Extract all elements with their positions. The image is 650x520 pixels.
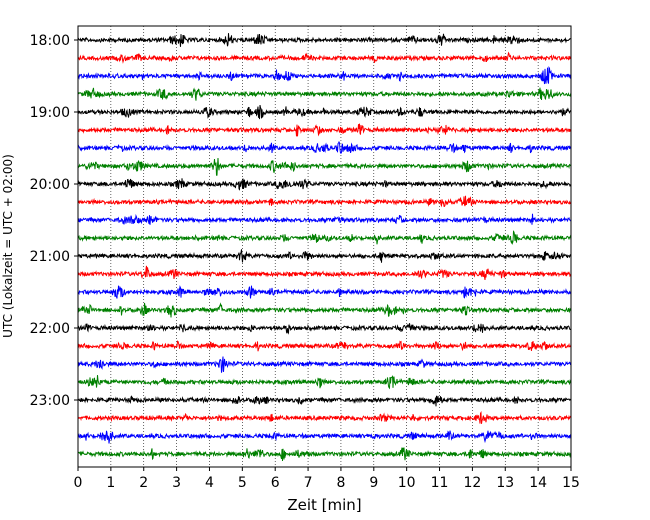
trace-2300: [77, 395, 572, 407]
trace-2230: [77, 356, 572, 373]
x-tick-label: 10: [398, 475, 416, 491]
x-tick-label: 0: [74, 475, 83, 491]
trace-2315: [77, 411, 572, 424]
trace-2030: [77, 213, 572, 225]
x-tick-label: 2: [139, 475, 148, 491]
y-tick-label: 18:00: [30, 33, 70, 49]
x-tick-label: 1: [106, 475, 115, 491]
traces: [77, 33, 572, 461]
x-tick-label: 7: [304, 475, 313, 491]
trace-2000: [77, 178, 572, 191]
trace-2130: [77, 285, 572, 299]
plot-frame: [77, 25, 572, 468]
trace-2115: [77, 265, 572, 281]
trace-1915: [77, 123, 572, 137]
y-tick-label: 21:00: [30, 249, 70, 265]
x-tick-label: 15: [562, 475, 580, 491]
x-tick-label: 9: [369, 475, 378, 491]
trace-2200: [77, 323, 572, 335]
trace-1800: [77, 33, 572, 47]
x-axis-ticks: 0 1 2 3 4 5 6 7 8 9 10 11 12 13 14 15: [74, 467, 580, 491]
trace-2100: [77, 249, 572, 263]
x-tick-label: 12: [463, 475, 481, 491]
x-tick-label: 5: [238, 475, 247, 491]
trace-2345: [77, 447, 572, 461]
y-axis-label: UTC (Lokalzeit = UTC + 02:00): [1, 154, 15, 338]
y-tick-label: 20:00: [30, 177, 70, 193]
y-axis-ticks: 18:00 19:00 20:00 21:00 22:00 23:00: [30, 33, 78, 409]
trace-1815: [77, 51, 572, 64]
trace-1945: [77, 157, 572, 176]
trace-2145: [77, 302, 572, 318]
trace-1930: [77, 140, 572, 154]
trace-1900: [77, 104, 572, 120]
trace-2045: [77, 230, 572, 246]
y-tick-label: 22:00: [30, 321, 70, 337]
x-tick-label: 11: [431, 475, 449, 491]
y-tick-label: 19:00: [30, 105, 70, 121]
x-tick-label: 6: [271, 475, 280, 491]
trace-1845: [77, 87, 572, 101]
y-tick-label: 23:00: [30, 393, 70, 409]
trace-2015: [77, 195, 572, 208]
trace-2245: [77, 374, 572, 390]
trace-2215: [77, 340, 572, 352]
x-tick-label: 4: [205, 475, 214, 491]
x-tick-label: 14: [529, 475, 547, 491]
x-axis-label: Zeit [min]: [287, 496, 361, 514]
x-tick-label: 8: [336, 475, 345, 491]
trace-2330: [77, 430, 572, 444]
x-tick-label: 13: [496, 475, 514, 491]
x-tick-label: 3: [172, 475, 181, 491]
trace-1830: [77, 65, 572, 85]
